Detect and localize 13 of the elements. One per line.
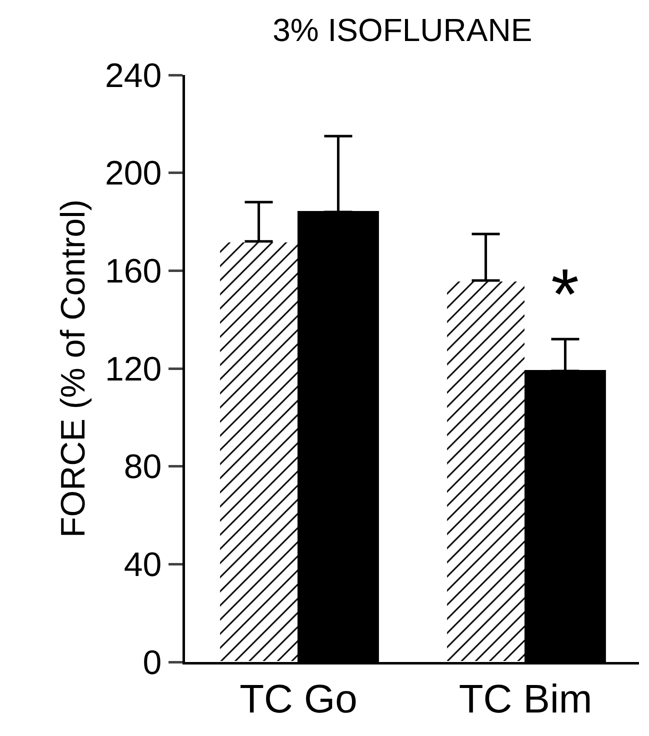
y-tick-label: 160 [104,252,162,291]
y-tick-label: 80 [124,448,162,486]
y-tick-label: 120 [104,350,162,388]
y-axis-title: FORCE (% of Control) [54,199,92,538]
x-tick-label: TC Bim [458,678,592,722]
annotation: * [551,255,580,335]
chart-title: 3% ISOFLURANE [272,12,532,48]
x-tick-label: TC Go [240,678,358,722]
y-tick-label: 200 [104,154,162,193]
y-tick-label: 40 [124,546,162,584]
bar [218,240,300,662]
y-tick-label: 240 [104,56,162,95]
y-tick-label: 0 [142,644,162,682]
